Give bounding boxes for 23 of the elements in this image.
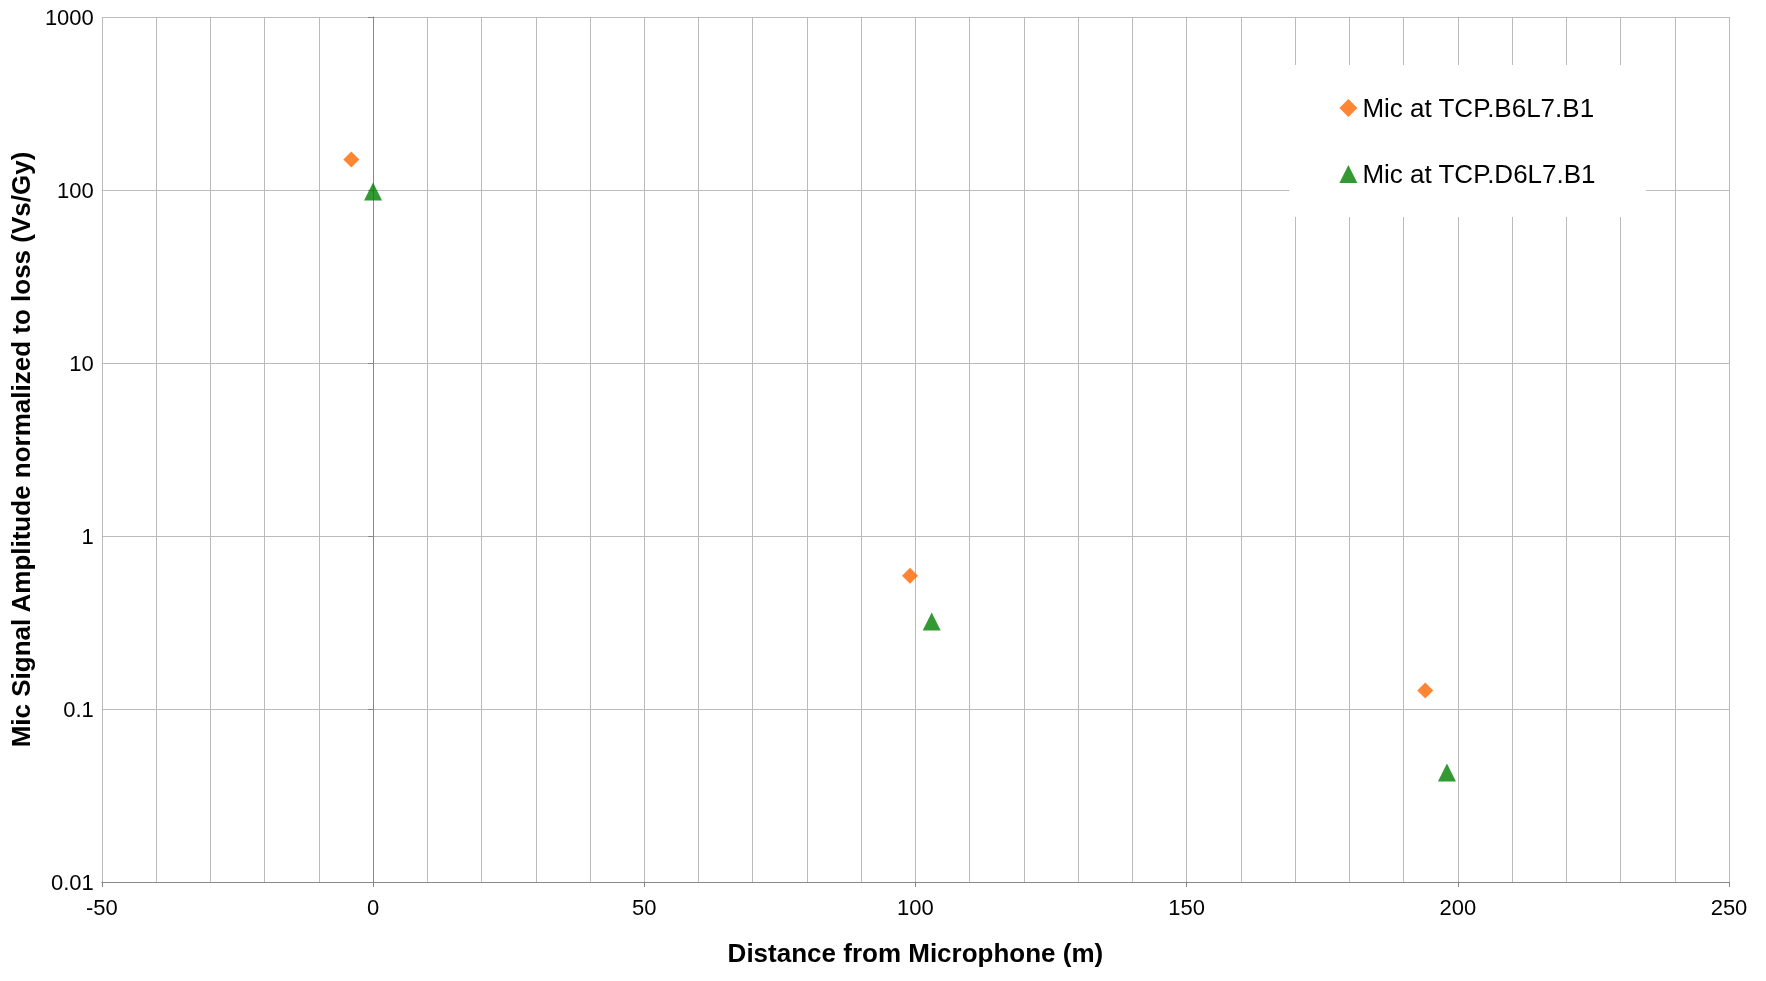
- y-tick-label: 1: [81, 523, 94, 549]
- x-axis-title: Distance from Microphone (m): [727, 938, 1104, 968]
- x-tick-label: 0: [366, 894, 380, 920]
- point: [364, 182, 383, 201]
- y-tick-label: 100: [57, 177, 94, 203]
- legend-label: Mic at TCP.D6L7.B1: [1362, 159, 1596, 189]
- x-tick-label: 250: [1710, 894, 1748, 920]
- y-tick-label: 10: [69, 350, 94, 376]
- legend-label: Mic at TCP.B6L7.B1: [1362, 93, 1595, 123]
- point: [1417, 682, 1434, 699]
- x-tick-label: 100: [897, 894, 934, 920]
- point: [902, 567, 918, 584]
- x-tick-label: 150: [1168, 894, 1205, 920]
- x-tick-label: 50: [631, 894, 657, 920]
- point: [1437, 763, 1456, 782]
- point: [922, 612, 941, 631]
- x-tick-label: -50: [85, 894, 118, 920]
- point: [343, 151, 360, 168]
- y-axis-title: Mic Signal Amplitude normalized to loss (Vs/Gy): [6, 151, 36, 748]
- y-tick-label: 0.01: [51, 869, 94, 895]
- y-tick-label: 0.1: [63, 696, 94, 722]
- y-tick-label: 1000: [44, 4, 94, 30]
- x-tick-label: 200: [1439, 894, 1477, 920]
